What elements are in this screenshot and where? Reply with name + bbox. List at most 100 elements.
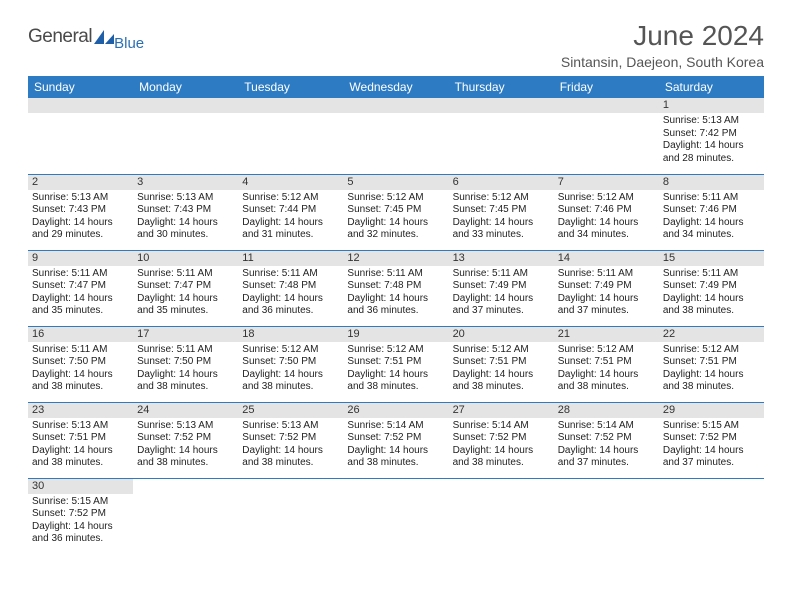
location-subtitle: Sintansin, Daejeon, South Korea [561, 54, 764, 70]
sunset-text: Sunset: 7:52 PM [558, 432, 655, 445]
daylight-text-1: Daylight: 14 hours [32, 521, 129, 534]
sunset-text: Sunset: 7:49 PM [453, 280, 550, 293]
weekday-header: Sunday [28, 76, 133, 98]
day-number: 26 [343, 403, 448, 418]
calendar-day-cell [659, 478, 764, 554]
daylight-text-1: Daylight: 14 hours [32, 293, 129, 306]
daylight-text-2: and 36 minutes. [347, 305, 444, 318]
sunset-text: Sunset: 7:52 PM [663, 432, 760, 445]
calendar-day-cell: 10Sunrise: 5:11 AMSunset: 7:47 PMDayligh… [133, 250, 238, 326]
day-number: 8 [659, 175, 764, 190]
daylight-text-1: Daylight: 14 hours [558, 369, 655, 382]
sunset-text: Sunset: 7:45 PM [347, 204, 444, 217]
calendar-day-cell: 5Sunrise: 5:12 AMSunset: 7:45 PMDaylight… [343, 174, 448, 250]
sunrise-text: Sunrise: 5:14 AM [453, 420, 550, 433]
day-number: 17 [133, 327, 238, 342]
calendar-day-cell: 3Sunrise: 5:13 AMSunset: 7:43 PMDaylight… [133, 174, 238, 250]
daylight-text-1: Daylight: 14 hours [347, 369, 444, 382]
day-details: Sunrise: 5:13 AMSunset: 7:42 PMDaylight:… [659, 113, 764, 169]
sunrise-text: Sunrise: 5:11 AM [137, 344, 234, 357]
calendar-day-cell [28, 98, 133, 174]
calendar-day-cell: 19Sunrise: 5:12 AMSunset: 7:51 PMDayligh… [343, 326, 448, 402]
day-details: Sunrise: 5:11 AMSunset: 7:47 PMDaylight:… [133, 266, 238, 322]
sunset-text: Sunset: 7:43 PM [137, 204, 234, 217]
day-number: 10 [133, 251, 238, 266]
daylight-text-2: and 29 minutes. [32, 229, 129, 242]
daylight-text-1: Daylight: 14 hours [242, 217, 339, 230]
daylight-text-2: and 32 minutes. [347, 229, 444, 242]
sunset-text: Sunset: 7:50 PM [32, 356, 129, 369]
day-details: Sunrise: 5:12 AMSunset: 7:46 PMDaylight:… [554, 190, 659, 246]
weekday-header: Saturday [659, 76, 764, 98]
daylight-text-1: Daylight: 14 hours [137, 369, 234, 382]
day-number-bar [238, 98, 343, 113]
calendar-week-row: 16Sunrise: 5:11 AMSunset: 7:50 PMDayligh… [28, 326, 764, 402]
day-number: 21 [554, 327, 659, 342]
day-number-bar [343, 98, 448, 113]
month-title: June 2024 [561, 20, 764, 52]
day-number: 11 [238, 251, 343, 266]
calendar-day-cell: 6Sunrise: 5:12 AMSunset: 7:45 PMDaylight… [449, 174, 554, 250]
daylight-text-1: Daylight: 14 hours [558, 445, 655, 458]
calendar-day-cell: 26Sunrise: 5:14 AMSunset: 7:52 PMDayligh… [343, 402, 448, 478]
day-details: Sunrise: 5:11 AMSunset: 7:47 PMDaylight:… [28, 266, 133, 322]
calendar-week-row: 9Sunrise: 5:11 AMSunset: 7:47 PMDaylight… [28, 250, 764, 326]
sunrise-text: Sunrise: 5:13 AM [137, 192, 234, 205]
calendar-day-cell: 9Sunrise: 5:11 AMSunset: 7:47 PMDaylight… [28, 250, 133, 326]
sunset-text: Sunset: 7:52 PM [32, 508, 129, 521]
day-details: Sunrise: 5:14 AMSunset: 7:52 PMDaylight:… [554, 418, 659, 474]
calendar-day-cell: 21Sunrise: 5:12 AMSunset: 7:51 PMDayligh… [554, 326, 659, 402]
day-details: Sunrise: 5:13 AMSunset: 7:43 PMDaylight:… [28, 190, 133, 246]
daylight-text-2: and 34 minutes. [558, 229, 655, 242]
sunrise-text: Sunrise: 5:11 AM [137, 268, 234, 281]
daylight-text-2: and 37 minutes. [558, 457, 655, 470]
sunrise-text: Sunrise: 5:12 AM [558, 344, 655, 357]
logo-text-general: General [28, 26, 92, 48]
calendar-day-cell: 22Sunrise: 5:12 AMSunset: 7:51 PMDayligh… [659, 326, 764, 402]
day-number: 14 [554, 251, 659, 266]
calendar-day-cell: 2Sunrise: 5:13 AMSunset: 7:43 PMDaylight… [28, 174, 133, 250]
daylight-text-1: Daylight: 14 hours [663, 217, 760, 230]
sunset-text: Sunset: 7:44 PM [242, 204, 339, 217]
sunset-text: Sunset: 7:51 PM [558, 356, 655, 369]
sunset-text: Sunset: 7:46 PM [558, 204, 655, 217]
calendar-day-cell [554, 98, 659, 174]
daylight-text-1: Daylight: 14 hours [453, 217, 550, 230]
day-number: 1 [659, 98, 764, 113]
sunset-text: Sunset: 7:49 PM [663, 280, 760, 293]
sunrise-text: Sunrise: 5:12 AM [242, 192, 339, 205]
daylight-text-2: and 38 minutes. [453, 457, 550, 470]
sunset-text: Sunset: 7:52 PM [137, 432, 234, 445]
calendar-day-cell [449, 98, 554, 174]
calendar-day-cell: 14Sunrise: 5:11 AMSunset: 7:49 PMDayligh… [554, 250, 659, 326]
sunrise-text: Sunrise: 5:13 AM [32, 420, 129, 433]
sunrise-text: Sunrise: 5:12 AM [453, 192, 550, 205]
sunrise-text: Sunrise: 5:14 AM [347, 420, 444, 433]
day-details: Sunrise: 5:12 AMSunset: 7:51 PMDaylight:… [554, 342, 659, 398]
daylight-text-2: and 28 minutes. [663, 153, 760, 166]
sunrise-text: Sunrise: 5:11 AM [347, 268, 444, 281]
day-number: 3 [133, 175, 238, 190]
day-number: 4 [238, 175, 343, 190]
calendar-day-cell [238, 98, 343, 174]
sunrise-text: Sunrise: 5:11 AM [32, 344, 129, 357]
daylight-text-1: Daylight: 14 hours [242, 369, 339, 382]
sunset-text: Sunset: 7:48 PM [347, 280, 444, 293]
daylight-text-2: and 38 minutes. [137, 457, 234, 470]
sunrise-text: Sunrise: 5:14 AM [558, 420, 655, 433]
sunrise-text: Sunrise: 5:11 AM [32, 268, 129, 281]
daylight-text-2: and 38 minutes. [347, 381, 444, 394]
day-number-bar [554, 98, 659, 113]
day-number: 13 [449, 251, 554, 266]
calendar-day-cell: 23Sunrise: 5:13 AMSunset: 7:51 PMDayligh… [28, 402, 133, 478]
sunset-text: Sunset: 7:52 PM [242, 432, 339, 445]
calendar-day-cell: 30Sunrise: 5:15 AMSunset: 7:52 PMDayligh… [28, 478, 133, 554]
sunrise-text: Sunrise: 5:11 AM [453, 268, 550, 281]
daylight-text-1: Daylight: 14 hours [453, 445, 550, 458]
daylight-text-1: Daylight: 14 hours [347, 217, 444, 230]
calendar-day-cell: 4 Sunrise: 5:12 AMSunset: 7:44 PMDaylight… [238, 174, 343, 250]
calendar-day-cell: 20Sunrise: 5:12 AMSunset: 7:51 PMDayligh… [449, 326, 554, 402]
daylight-text-1: Daylight: 14 hours [453, 293, 550, 306]
day-details: Sunrise: 5:15 AMSunset: 7:52 PMDaylight:… [659, 418, 764, 474]
calendar-page: General Blue June 2024 Sintansin, Daejeo… [0, 0, 792, 574]
